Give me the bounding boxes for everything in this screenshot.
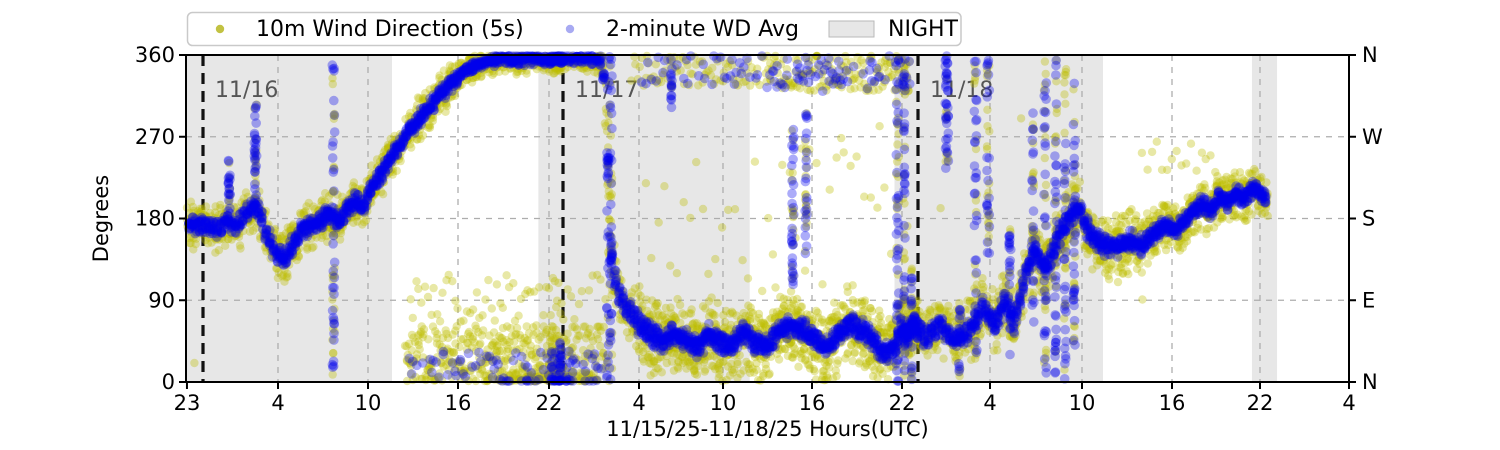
compass-label: S: [1362, 207, 1375, 231]
scatter-10m-wind-direction: [182, 51, 1272, 386]
x-tick-label: 4: [632, 391, 645, 415]
legend-label: 2-minute WD Avg: [606, 17, 799, 42]
y-axis-label: Degrees: [89, 175, 113, 262]
scatter-2min-wd-avg: [184, 51, 1271, 386]
legend-night-patch-icon: [828, 20, 875, 38]
compass-label: E: [1362, 288, 1375, 312]
x-tick-label: 16: [799, 391, 826, 415]
compass-label: N: [1362, 370, 1378, 394]
gridlines: [186, 55, 1349, 382]
x-tick-label: 10: [1069, 391, 1096, 415]
y-tick-label: 90: [148, 288, 175, 312]
x-tick-label: 22: [536, 391, 563, 415]
night-band: [894, 55, 1103, 382]
x-tick-label: 22: [1247, 391, 1274, 415]
x-tick-label: 16: [1159, 391, 1186, 415]
x-tick-label: 16: [445, 391, 472, 415]
day-label: 11/16: [215, 78, 278, 103]
x-tick-label: 10: [355, 391, 382, 415]
legend-marker-wd-avg-icon: [565, 24, 575, 34]
day-label: 11/18: [930, 78, 993, 103]
day-label: 11/17: [575, 78, 638, 103]
x-tick-label: 23: [174, 391, 201, 415]
x-tick-label: 22: [889, 391, 916, 415]
midnight-lines: 11/16 11/17 11/18: [201, 55, 993, 382]
legend-marker-wind-5s-icon: [215, 24, 225, 34]
y-tick-label: 180: [135, 207, 175, 231]
x-axis-label: 11/15/25-11/18/25 Hours(UTC): [606, 417, 928, 441]
axes: 23 4 10 16 22 4 10 16 22 4 10 16 22 4 0 N 90 E 180 S 270 W 360…: [89, 43, 1383, 441]
x-tick-label: 4: [983, 391, 996, 415]
x-tick-label: 4: [1342, 391, 1355, 415]
y-tick-label: 360: [135, 43, 175, 67]
legend-label: NIGHT: [888, 17, 959, 42]
x-tick-label: 4: [271, 391, 284, 415]
legend-label: 10m Wind Direction (5s): [256, 17, 524, 42]
compass-label: W: [1362, 125, 1383, 149]
x-tick-label: 10: [710, 391, 737, 415]
legend: 10m Wind Direction (5s) 2-minute WD Avg NI…: [186, 11, 962, 47]
y-tick-label: 0: [162, 370, 175, 394]
y-tick-label: 270: [135, 125, 175, 149]
legend-box: [186, 11, 962, 47]
compass-label: N: [1362, 43, 1378, 67]
